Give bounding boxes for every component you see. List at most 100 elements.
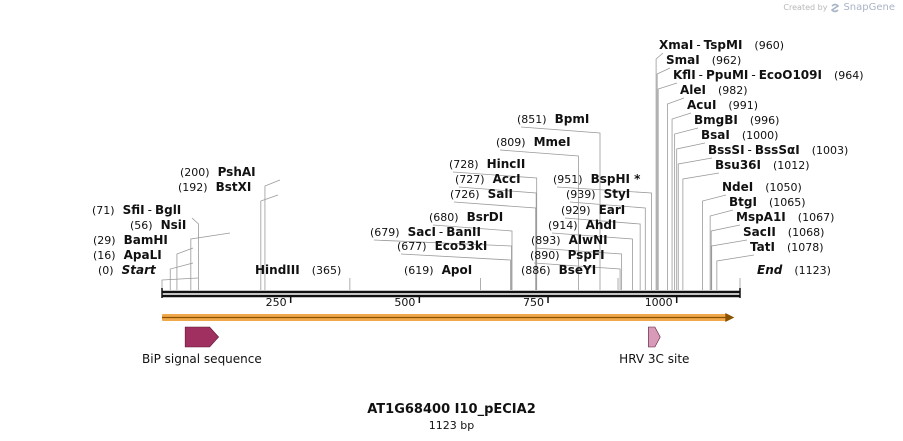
site-name: HincII xyxy=(486,157,526,171)
site-connector-mspa1i xyxy=(710,224,741,290)
site-position: (200) xyxy=(180,166,210,179)
site-name: BmgBI xyxy=(694,113,738,127)
site-name: MmeI xyxy=(533,135,571,149)
site-label-bstxi: (192) BstXI xyxy=(178,178,251,194)
site-connector-bmgbi xyxy=(674,127,699,290)
site-connector-sacii xyxy=(711,239,748,290)
sequence-name: AT1G68400 I10_pECIA2 xyxy=(367,402,536,417)
site-label-pshai: (200) PshAI xyxy=(180,163,256,179)
site-label-ahdi: (914) AhdI xyxy=(548,216,616,232)
site-connector-bsphi xyxy=(556,186,652,290)
site-position: (890) xyxy=(530,249,560,262)
tick-label-500: 500 xyxy=(394,296,416,309)
site-name: MspA1I xyxy=(736,210,786,224)
site-label-saci: (679) SacI - BanII xyxy=(370,223,481,239)
site-name: TspMI xyxy=(703,38,743,52)
site-name: AlwNI xyxy=(568,233,608,247)
site-label-alei: AleI (982) xyxy=(680,81,756,97)
site-connector-sfii xyxy=(191,217,199,290)
site-name: HindIII xyxy=(255,263,300,277)
site-position: (680) xyxy=(429,211,459,224)
site-name-separator: - xyxy=(438,225,444,239)
site-connector-smai xyxy=(656,67,671,290)
snapgene-logo-icon xyxy=(831,3,840,12)
site-label-acui: AcuI (991) xyxy=(687,96,766,112)
site-position: (1065) xyxy=(768,196,806,209)
site-name: TatI xyxy=(750,240,775,254)
site-name: BspHI xyxy=(590,172,630,186)
site-label-bsai: BsaI (1000) xyxy=(701,126,786,142)
site-name: BsaI xyxy=(701,128,730,142)
site-name: BanII xyxy=(446,225,481,239)
site-label-hincii: (728) HincII xyxy=(449,155,525,171)
site-position: (0) xyxy=(98,264,114,277)
site-label-sacii: SacII (1068) xyxy=(743,223,832,239)
site-label-end: End (1123) xyxy=(757,261,839,277)
site-connector-nsii xyxy=(190,232,231,290)
site-position: (365) xyxy=(311,264,342,277)
site-connector-hincii xyxy=(452,171,538,290)
site-position: (962) xyxy=(711,54,742,67)
site-connector-bsssi xyxy=(677,157,713,290)
site-name: SacI xyxy=(407,225,436,239)
site-label-apoi: (619) ApoI xyxy=(404,261,472,277)
site-name: BamHI xyxy=(123,233,168,247)
site-connector-pspfi xyxy=(533,262,621,290)
site-name: BglI xyxy=(154,203,182,217)
site-label-bamhi: (29) BamHI xyxy=(93,231,168,247)
site-connector-tati xyxy=(716,254,755,290)
snapgene-watermark: Created by SnapGene xyxy=(783,2,895,13)
site-position: (939) xyxy=(566,188,596,201)
site-name: PshAI xyxy=(217,165,256,179)
site-position: (728) xyxy=(449,158,479,171)
site-connector-acui xyxy=(671,112,692,290)
site-name: AcuI xyxy=(687,98,717,112)
site-connector-eco53ki xyxy=(400,253,511,290)
feature-arrow-hrv xyxy=(648,326,661,348)
site-position: (1123) xyxy=(794,264,831,277)
site-label-sfii: (71) SfiI - BglI xyxy=(92,201,181,217)
site-connector-bsai xyxy=(676,142,706,290)
site-name-separator: - xyxy=(147,203,152,217)
site-position: (914) xyxy=(548,219,578,232)
site-position: (951) xyxy=(553,173,583,186)
site-connector-xmai xyxy=(655,52,664,290)
tick-label-250: 250 xyxy=(265,296,287,309)
site-label-bsrdi: (680) BsrDI xyxy=(429,208,503,224)
site-name: EcoO109I xyxy=(758,68,822,82)
site-position: (619) xyxy=(404,264,434,277)
site-label-smai: SmaI (962) xyxy=(666,51,749,67)
site-connector-start xyxy=(161,277,199,290)
site-position: (996) xyxy=(749,114,780,127)
site-connector-btgi xyxy=(709,209,734,290)
site-name: NsiI xyxy=(160,218,187,232)
site-position: (192) xyxy=(178,181,208,194)
site-connector-saci xyxy=(373,239,512,290)
watermark-brand: SnapGene xyxy=(843,2,895,13)
site-name: ApaLI xyxy=(123,248,162,262)
site-name: PpuMI xyxy=(706,68,749,82)
site-label-ndei: NdeI (1050) xyxy=(722,178,810,194)
site-label-eco53ki: (677) Eco53kI xyxy=(397,237,487,253)
site-position: (1012) xyxy=(773,159,810,172)
site-label-nsii: (56) NsiI xyxy=(130,216,186,232)
site-position: (29) xyxy=(93,234,116,247)
tick-label-750: 750 xyxy=(523,296,545,309)
site-position: (1068) xyxy=(787,226,825,239)
site-connector-ahdi xyxy=(551,232,633,290)
site-name-separator: - xyxy=(696,38,701,52)
site-name: AccI xyxy=(492,172,521,186)
site-position: (1003) xyxy=(811,144,849,157)
site-name: StyI xyxy=(603,187,631,201)
feature-arrow-bip xyxy=(184,326,220,348)
site-position: (679) xyxy=(370,226,400,239)
site-position: (56) xyxy=(130,219,153,232)
orf-arrow-head xyxy=(725,313,735,322)
site-label-alwni: (893) AlwNI xyxy=(531,231,608,247)
site-position: (929) xyxy=(561,204,591,217)
site-label-bsu36i: Bsu36I (1012) xyxy=(715,156,818,172)
site-name: PspFI xyxy=(567,248,605,262)
site-connector-sali xyxy=(453,201,537,290)
site-connector-kfli xyxy=(657,82,678,290)
site-name: ApoI xyxy=(441,263,473,277)
